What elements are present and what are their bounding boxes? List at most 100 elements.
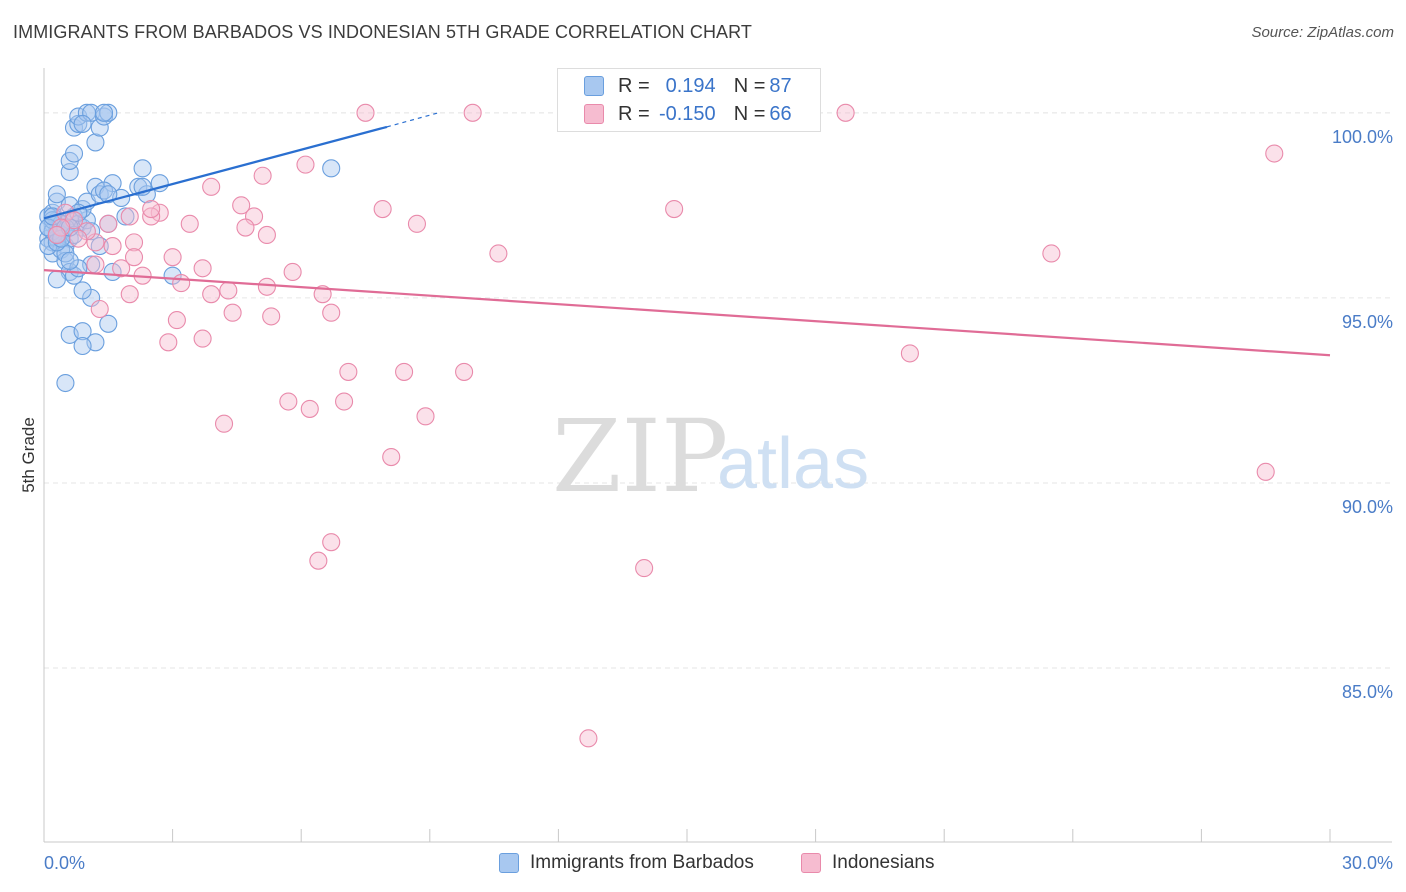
point-barbados (47, 185, 66, 204)
point-indonesians (339, 362, 358, 381)
point-indonesians (356, 103, 375, 122)
point-indonesians (463, 103, 482, 122)
watermark-zip: ZIP (552, 398, 728, 515)
correlation-legend: R = 0.194 N = 87 R = -0.150 N = 66 (557, 68, 821, 132)
point-indonesians (167, 311, 186, 330)
point-barbados (99, 185, 118, 204)
point-indonesians (579, 729, 598, 748)
point-barbados (73, 322, 92, 341)
point-indonesians (47, 225, 66, 245)
point-indonesians (150, 203, 169, 222)
point-indonesians (193, 329, 212, 348)
point-indonesians (279, 392, 298, 411)
trend-lines (43, 112, 1331, 357)
point-indonesians (124, 233, 144, 252)
point-barbados (94, 103, 114, 122)
legend-n-value: 66 (769, 102, 792, 125)
point-barbados (64, 144, 84, 163)
y-tick-label: 85.0% (1342, 682, 1393, 702)
legend-row-indonesians: R = -0.150 N = 66 (558, 100, 792, 128)
point-indonesians (180, 214, 199, 233)
point-indonesians (236, 218, 255, 237)
point-indonesians (1256, 462, 1275, 481)
point-indonesians (322, 533, 341, 552)
point-indonesians (257, 277, 276, 296)
point-indonesians (142, 200, 161, 219)
y-tick-label: 100.0% (1332, 127, 1393, 147)
watermark-atlas: atlas (717, 424, 869, 504)
trend-line-barbados-extension (386, 112, 439, 128)
point-indonesians (373, 200, 392, 219)
y-tick-label: 95.0% (1342, 312, 1393, 332)
point-barbados (73, 281, 92, 300)
legend-item-barbados: Immigrants from Barbados (499, 852, 754, 874)
point-indonesians (335, 392, 354, 411)
point-barbados (47, 270, 66, 289)
point-indonesians (253, 166, 272, 185)
point-indonesians (300, 399, 319, 418)
point-barbados (56, 373, 75, 393)
legend-n-value: 87 (769, 74, 792, 97)
legend-n-label: N = (733, 102, 766, 125)
legend-swatch-barbados (584, 76, 604, 96)
point-indonesians (1042, 244, 1061, 263)
point-indonesians (223, 303, 242, 322)
point-indonesians (455, 362, 474, 381)
axes (43, 68, 1392, 843)
point-indonesians (395, 362, 414, 381)
chart-title: IMMIGRANTS FROM BARBADOS VS INDONESIAN 5… (13, 22, 753, 42)
point-indonesians (163, 248, 182, 267)
point-indonesians (635, 559, 654, 578)
point-indonesians (296, 155, 315, 174)
point-indonesians (124, 248, 144, 267)
point-indonesians (202, 177, 221, 196)
point-indonesians (120, 207, 139, 226)
x-tick-label-min: 0.0% (44, 853, 85, 873)
point-barbados (73, 114, 92, 133)
point-indonesians (232, 196, 251, 215)
point-indonesians (322, 303, 341, 322)
trend-line-barbados (43, 125, 388, 220)
point-indonesians (86, 255, 105, 274)
point-indonesians (202, 285, 221, 304)
point-indonesians (665, 200, 684, 219)
legend-r-label: R = (618, 74, 650, 97)
point-indonesians (69, 229, 88, 248)
point-indonesians (262, 307, 281, 326)
y-tick-label: 90.0% (1342, 497, 1393, 517)
point-indonesians (382, 447, 401, 467)
point-indonesians (416, 407, 435, 426)
point-indonesians (159, 333, 178, 352)
point-barbados (90, 118, 109, 137)
point-barbados (322, 159, 341, 178)
chart-source: Source: ZipAtlas.com (1251, 24, 1394, 41)
point-indonesians (900, 344, 919, 363)
point-barbados (99, 314, 118, 333)
legend-r-value: 0.194 (665, 74, 716, 97)
point-indonesians (142, 207, 161, 226)
point-barbados (103, 262, 122, 282)
legend-r-value: -0.150 (658, 102, 716, 125)
watermark: ZIP atlas (552, 398, 869, 515)
legend-item-indonesians: Indonesians (801, 852, 934, 874)
point-indonesians (283, 262, 302, 282)
point-indonesians (836, 103, 855, 122)
point-indonesians (257, 225, 276, 245)
x-axis-ticks (43, 829, 1331, 842)
point-indonesians (90, 299, 109, 319)
point-barbados (73, 336, 92, 356)
bottom-legend-label-barbados: Immigrants from Barbados (530, 852, 754, 873)
y-axis-label: 5th Grade (19, 417, 38, 493)
point-barbados (116, 207, 135, 226)
point-indonesians (112, 259, 131, 278)
point-indonesians (103, 237, 122, 256)
point-indonesians (99, 214, 118, 233)
point-indonesians (407, 214, 426, 233)
point-barbados (86, 133, 105, 152)
x-tick-labels: 0.0% 30.0% (44, 853, 1393, 873)
point-indonesians (120, 285, 139, 304)
point-indonesians (172, 274, 191, 293)
trend-line-indonesians (43, 269, 1331, 357)
legend-r-label: R = (618, 102, 650, 125)
